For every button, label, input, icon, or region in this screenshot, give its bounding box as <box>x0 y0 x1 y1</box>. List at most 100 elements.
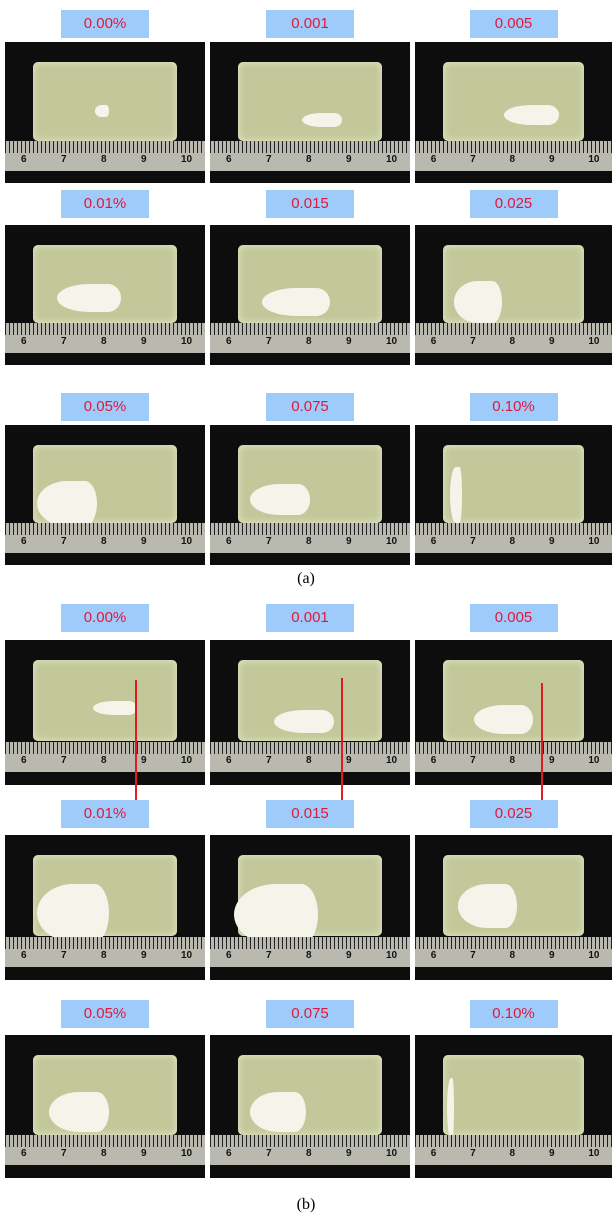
plume <box>458 884 517 928</box>
ruler-label: 8 <box>101 536 107 547</box>
ruler-label: 7 <box>470 336 476 347</box>
ruler-ticks <box>210 523 410 535</box>
ruler-label: 9 <box>346 950 352 961</box>
ruler-ticks <box>210 1135 410 1147</box>
ruler-ticks <box>415 742 612 754</box>
plume <box>37 884 109 942</box>
ruler-label: 7 <box>266 536 272 547</box>
concentration-label: 0.015 <box>266 800 354 828</box>
ruler-ticks <box>210 937 410 949</box>
concentration-label: 0.01% <box>61 800 149 828</box>
ruler-label: 8 <box>306 1148 312 1159</box>
ruler-label: 6 <box>226 336 232 347</box>
red-marker <box>135 680 137 800</box>
ruler-label: 9 <box>549 536 555 547</box>
gel-block <box>443 1055 585 1135</box>
figure: 0.00%6789100.0016789100.0056789100.01%67… <box>0 0 612 1221</box>
ruler-label: 9 <box>141 1148 147 1159</box>
ruler-label: 8 <box>510 336 516 347</box>
concentration-label: 0.10% <box>470 1000 558 1028</box>
ruler-label: 10 <box>181 536 192 547</box>
plume <box>49 1092 109 1132</box>
red-marker <box>341 678 343 800</box>
ruler-ticks <box>5 523 205 535</box>
ruler-label: 10 <box>181 154 192 165</box>
ruler-label: 8 <box>510 950 516 961</box>
ruler-label: 10 <box>181 755 192 766</box>
ruler-label: 7 <box>61 950 67 961</box>
ruler-label: 10 <box>386 154 397 165</box>
ruler-label: 10 <box>588 1148 599 1159</box>
ruler-label: 6 <box>431 154 437 165</box>
ruler-label: 8 <box>101 336 107 347</box>
ruler-label: 9 <box>141 336 147 347</box>
ruler-ticks <box>415 323 612 335</box>
ruler-label: 10 <box>386 336 397 347</box>
ruler-label: 8 <box>306 950 312 961</box>
ruler-ticks <box>415 937 612 949</box>
plume <box>274 710 334 733</box>
concentration-label: 0.05% <box>61 1000 149 1028</box>
ruler-label: 7 <box>266 154 272 165</box>
ruler-label: 7 <box>470 1148 476 1159</box>
concentration-label: 0.001 <box>266 10 354 38</box>
ruler-label: 9 <box>346 755 352 766</box>
plume <box>57 284 121 312</box>
plume <box>504 105 559 125</box>
ruler-label: 9 <box>141 154 147 165</box>
ruler-label: 10 <box>181 950 192 961</box>
gel-block <box>443 445 585 523</box>
ruler-label: 10 <box>588 336 599 347</box>
ruler-ticks <box>5 1135 205 1147</box>
gel-block <box>443 62 585 141</box>
concentration-label: 0.001 <box>266 604 354 632</box>
concentration-label: 0.075 <box>266 1000 354 1028</box>
plume <box>454 281 501 323</box>
ruler-label: 9 <box>549 950 555 961</box>
plume <box>302 113 342 127</box>
ruler-label: 10 <box>588 755 599 766</box>
ruler-label: 10 <box>386 950 397 961</box>
ruler-label: 9 <box>346 336 352 347</box>
ruler-ticks <box>415 523 612 535</box>
plume <box>250 1092 306 1132</box>
ruler-ticks <box>210 742 410 754</box>
ruler-label: 8 <box>306 536 312 547</box>
ruler-ticks <box>415 141 612 153</box>
ruler-label: 7 <box>266 336 272 347</box>
ruler-label: 10 <box>386 755 397 766</box>
ruler-label: 9 <box>141 755 147 766</box>
ruler-label: 6 <box>226 536 232 547</box>
ruler-label: 9 <box>549 755 555 766</box>
panel-caption: (a) <box>0 570 612 588</box>
ruler-label: 6 <box>431 755 437 766</box>
ruler-label: 8 <box>306 336 312 347</box>
plume <box>93 701 137 716</box>
concentration-label: 0.005 <box>470 604 558 632</box>
ruler-label: 10 <box>386 1148 397 1159</box>
ruler-label: 6 <box>226 154 232 165</box>
ruler-label: 9 <box>549 336 555 347</box>
ruler-ticks <box>415 1135 612 1147</box>
plume <box>95 105 109 116</box>
ruler-label: 9 <box>549 154 555 165</box>
